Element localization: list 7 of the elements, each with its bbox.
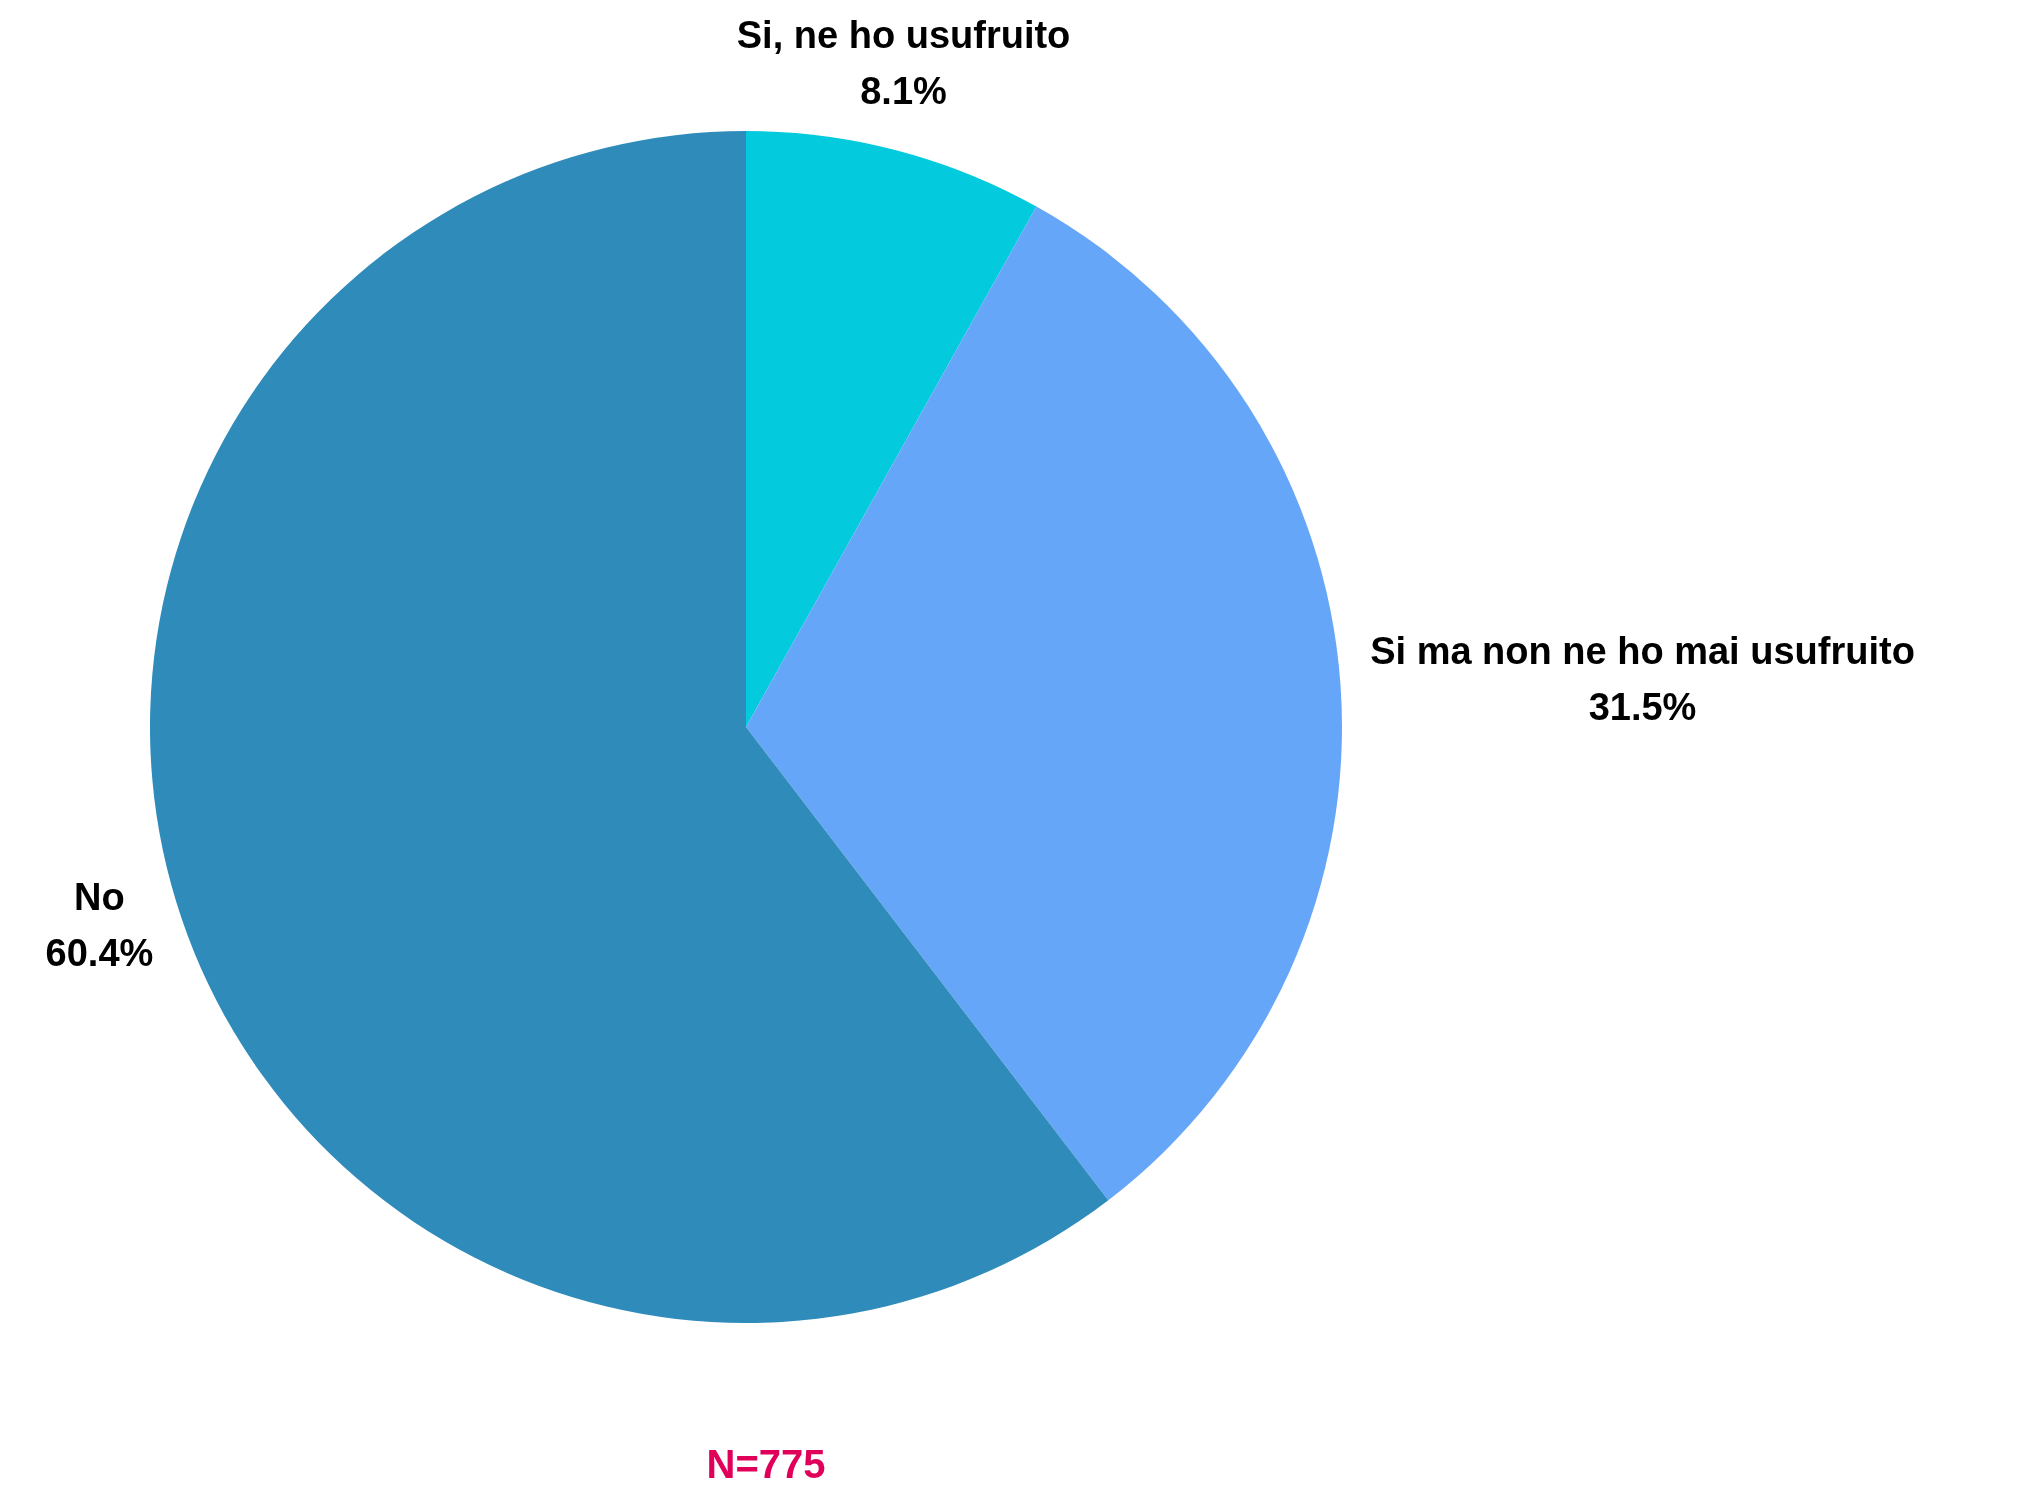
data-label: 31.5%: [1588, 686, 1697, 729]
data-label: 60.4%: [45, 932, 154, 975]
slice-label: No: [74, 876, 125, 919]
slice-label: Si ma non ne ho mai usufruito: [1370, 630, 1915, 673]
data-label: 8.1%: [860, 69, 947, 112]
slice-label: Si, ne ho usufruito: [736, 13, 1071, 56]
text: N=775: [706, 1442, 826, 1487]
